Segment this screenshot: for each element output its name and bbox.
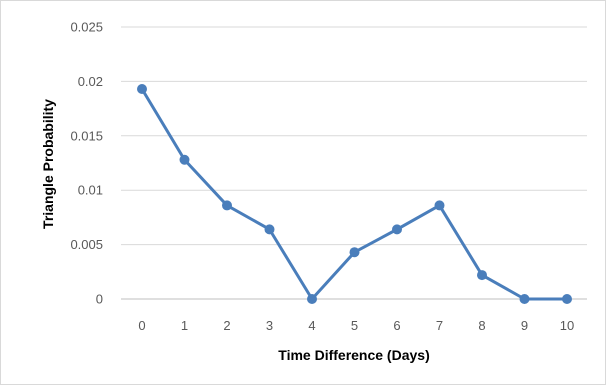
data-point xyxy=(477,270,487,281)
x-tick-label: 2 xyxy=(223,318,230,333)
x-tick-labels: 0 1 2 3 4 5 6 7 8 9 10 xyxy=(138,318,574,333)
x-tick-label: 4 xyxy=(308,318,315,333)
x-tick-label: 7 xyxy=(436,318,443,333)
y-tick-label: 0.015 xyxy=(70,128,103,143)
x-tick-label: 6 xyxy=(393,318,400,333)
x-tick-label: 3 xyxy=(266,318,273,333)
y-tick-label: 0.025 xyxy=(70,20,103,35)
data-point xyxy=(562,294,572,304)
x-tick-label: 0 xyxy=(138,318,145,333)
y-tick-label: 0.02 xyxy=(78,74,103,89)
data-point xyxy=(434,200,445,211)
data-point xyxy=(222,200,232,211)
gridlines xyxy=(121,26,587,300)
series-line xyxy=(140,88,567,301)
data-point xyxy=(519,294,530,304)
y-axis-title: Triangle Probability xyxy=(40,99,56,229)
x-tick-label: 8 xyxy=(478,318,485,333)
data-point xyxy=(349,247,360,258)
data-point xyxy=(264,224,275,235)
x-tick-label: 9 xyxy=(521,318,528,333)
y-tick-label: 0.01 xyxy=(78,183,103,198)
data-point xyxy=(392,224,402,235)
y-tick-label: 0.005 xyxy=(70,237,103,252)
data-point xyxy=(307,294,317,304)
data-point xyxy=(179,154,190,165)
series-group xyxy=(137,84,572,304)
x-tick-label: 5 xyxy=(351,318,358,333)
x-tick-label: 10 xyxy=(560,318,574,333)
x-tick-label: 1 xyxy=(181,318,188,333)
y-tick-label: 0 xyxy=(96,292,103,307)
data-point xyxy=(137,84,147,95)
y-tick-labels: 0 0.005 0.01 0.015 0.02 0.025 xyxy=(70,20,103,307)
x-axis-title: Time Difference (Days) xyxy=(278,347,429,363)
